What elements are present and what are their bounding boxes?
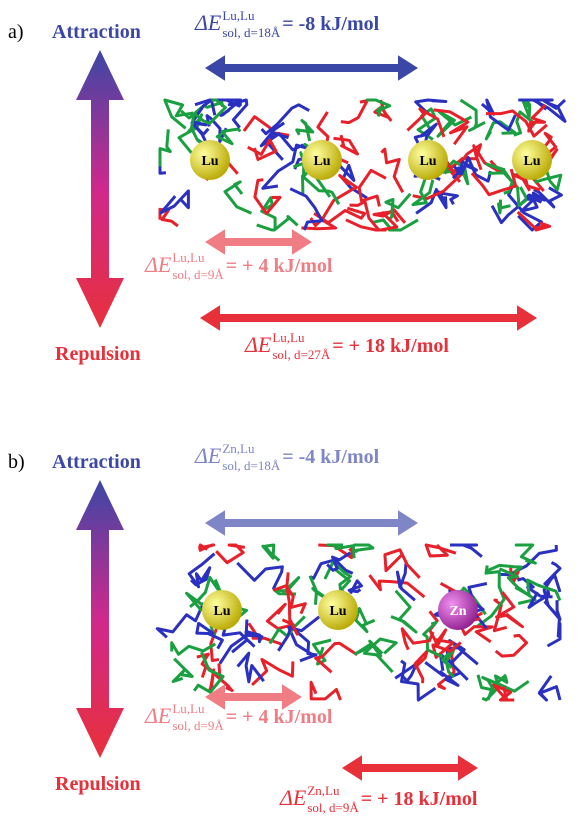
ion-label: Lu [419,154,436,169]
molecule-bond [359,170,386,206]
energy-superscript: Lu,Lu [172,701,205,716]
repulsion-label: Repulsion [55,773,141,795]
arrow [205,510,418,536]
molecule-bond [160,129,170,165]
molecule-bond [297,121,313,142]
energy-value: = + 4 kJ/mol [226,255,333,277]
energy-value: = -4 kJ/mol [282,446,379,468]
molecule-bond [199,545,214,551]
molecule-bond [426,545,456,556]
molecule-bond [341,101,367,123]
molecule-bond [278,627,317,655]
energy-symbol: ΔE [194,10,222,35]
molecule-bond [381,149,402,192]
molecule-bond [229,100,247,128]
molecule-bond [493,685,514,700]
molecule-bond [415,651,427,683]
molecule-bond [450,545,482,557]
energy-subscript: sol, d=9Å [307,800,359,815]
molecule-bond [257,217,298,231]
panel-label: b) [8,451,25,473]
molecule-bond [515,580,560,601]
ion-label: Lu [213,604,230,619]
molecule-bond [516,545,535,563]
panel-label: a) [8,21,24,43]
energy-value: = + 18 kJ/mol [361,788,478,810]
molecule-bond [413,177,433,204]
energy-superscript: Lu,Lu [272,330,305,345]
energy-superscript: Lu,Lu [222,8,255,23]
arrow [200,305,537,331]
molecule-bond [539,676,560,700]
molecule-bond [434,110,468,144]
molecule-bond [323,176,357,219]
molecule-bond [173,659,192,682]
energy-subscript: sol, d=18Å [222,25,281,40]
molecule-bond [395,664,417,681]
arrow [342,755,478,781]
energy-symbol: ΔE [244,332,272,357]
ion-label: Lu [523,154,540,169]
molecule-bond [354,545,373,552]
molecule-bond [161,191,188,213]
energy-symbol: ΔE [144,703,172,728]
arrow [205,229,312,255]
energy-superscript: Lu,Lu [172,250,205,265]
molecule-bond [356,609,375,632]
molecule-bond [477,572,504,627]
molecule-bond [385,550,420,578]
energy-subscript: sol, d=18Å [222,458,281,473]
energy-superscript: Zn,Lu [222,441,255,456]
energy-subscript: sol, d=9Å [172,267,224,282]
molecule-bond [172,643,216,655]
molecule-bond [496,635,527,656]
ion-label: Lu [201,154,218,169]
ion-label: Lu [313,154,330,169]
molecule-bond [238,653,264,682]
energy-superscript: Zn,Lu [307,783,340,798]
molecule-bond [349,581,361,594]
energy-subscript: sol, d=9Å [172,718,224,733]
energy-symbol: ΔE [194,443,222,468]
molecule-bond [499,200,511,213]
energy-symbol: ΔE [144,252,172,277]
figure: a)AttractionRepulsionLuLuLuLuΔELu,Lusol,… [0,0,583,820]
energy-value: = + 4 kJ/mol [226,706,333,728]
energy-subscript: sol, d=27Å [272,347,331,362]
arrow [205,55,418,81]
molecule-bond [165,100,193,128]
ion-label: Lu [329,604,346,619]
gradient-arrow [76,480,124,758]
molecule-bond [311,682,340,700]
gradient-arrow [76,50,124,328]
energy-value: = -8 kJ/mol [282,13,379,35]
attraction-label: Attraction [52,451,141,473]
molecule-bond [263,545,279,561]
repulsion-label: Repulsion [55,343,141,365]
molecule-bond [225,182,251,213]
ion-label: Zn [449,604,466,619]
molecule-bond [237,563,282,589]
molecule-bond [268,133,288,160]
energy-value: = + 18 kJ/mol [332,335,449,357]
energy-symbol: ΔE [279,785,307,810]
molecule-bond [216,545,245,563]
attraction-label: Attraction [52,21,141,43]
